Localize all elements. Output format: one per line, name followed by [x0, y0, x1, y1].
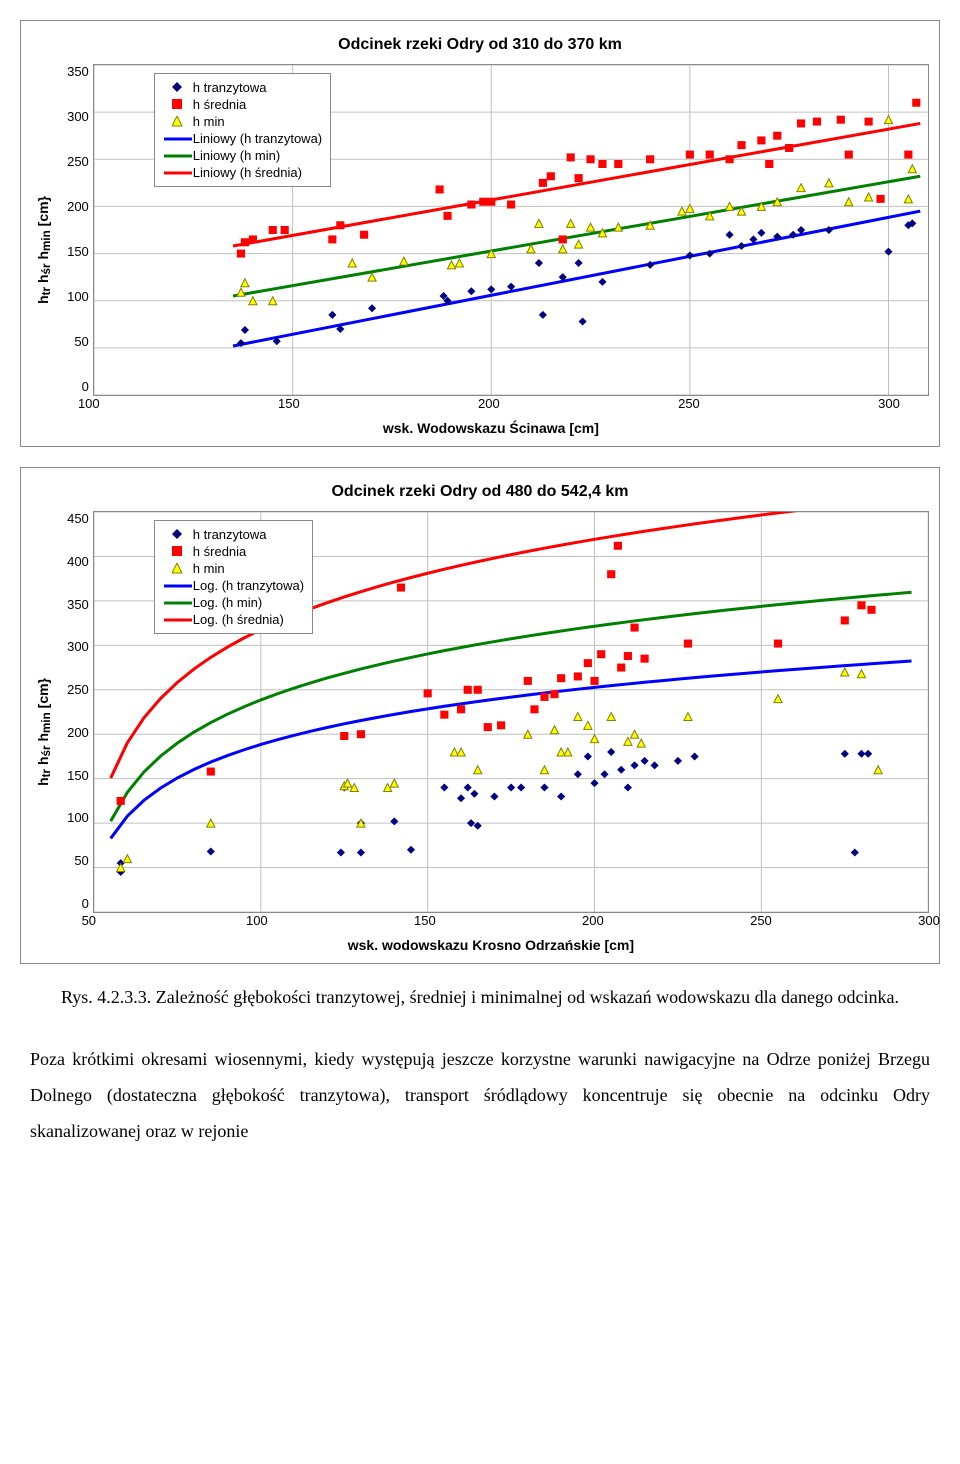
chart-1-title: Odcinek rzeki Odry od 310 do 370 km	[31, 36, 929, 54]
chart-1-plot-area: h tranzytowa h średnia h min Liniowy (h tra…	[93, 64, 929, 396]
chart-1-ylabel: htr hśr hmin [cm}	[31, 196, 53, 304]
chart-2-xlabel: wsk. wodowskazu Krosno Odrzańskie [cm]	[53, 937, 929, 953]
chart-2-ylabel: htr hśr hmin [cm}	[31, 678, 53, 786]
chart-1-xlabel: wsk. Wodowskazu Ścinawa [cm]	[53, 420, 929, 436]
chart-2-plot-row: htr hśr hmin [cm} 0501001502002503003504…	[31, 511, 929, 953]
legend: h tranzytowa h średnia h min Liniowy (h tra…	[154, 73, 331, 187]
legend-item: Log. (h tranzytowa)	[163, 578, 304, 593]
legend-item: h średnia	[163, 544, 304, 559]
chart-2-xticks: 50100150200250300	[89, 913, 929, 931]
legend-item: Log. (h min)	[163, 595, 304, 610]
legend-item: h min	[163, 114, 322, 129]
chart-1-box: Odcinek rzeki Odry od 310 do 370 km htr …	[20, 20, 940, 447]
legend-item: Liniowy (h średnia)	[163, 165, 322, 180]
chart-2-yticks: 050100150200250300350400450	[53, 511, 93, 911]
chart-1-xticks: 100150200250300	[89, 396, 929, 414]
legend-item: Log. (h średnia)	[163, 612, 304, 627]
legend-item: h średnia	[163, 97, 322, 112]
figure-caption: Rys. 4.2.3.3. Zależność głębokości tranz…	[60, 984, 900, 1011]
chart-1-yticks: 050100150200250300350	[53, 64, 93, 394]
legend-item: h min	[163, 561, 304, 576]
chart-2-title: Odcinek rzeki Odry od 480 do 542,4 km	[31, 483, 929, 501]
legend-item: h tranzytowa	[163, 80, 322, 95]
chart-1-plot-row: htr hśr hmin [cm} 050100150200250300350 …	[31, 64, 929, 436]
legend-item: Liniowy (h tranzytowa)	[163, 131, 322, 146]
chart-2-box: Odcinek rzeki Odry od 480 do 542,4 km ht…	[20, 467, 940, 964]
legend-item: h tranzytowa	[163, 527, 304, 542]
legend: h tranzytowa h średnia h min Log. (h tranzy…	[154, 520, 313, 634]
legend-item: Liniowy (h min)	[163, 148, 322, 163]
chart-2-plot-area: h tranzytowa h średnia h min Log. (h tranzy…	[93, 511, 929, 913]
body-paragraph: Poza krótkimi okresami wiosennymi, kiedy…	[30, 1041, 930, 1149]
